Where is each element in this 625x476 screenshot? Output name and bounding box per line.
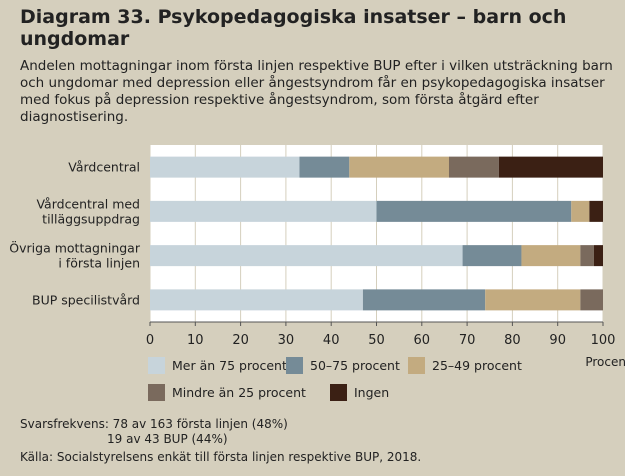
x-axis-title: Procent <box>585 355 625 369</box>
bar-segment <box>498 156 603 178</box>
x-tick-label: 60 <box>414 333 431 348</box>
legend-label: Ingen <box>354 385 389 400</box>
legend-swatch <box>148 357 165 374</box>
legend-swatch <box>408 357 425 374</box>
x-tick-label: 0 <box>146 333 154 348</box>
category-label: i första linjen <box>58 256 140 271</box>
x-tick-label: 20 <box>232 333 249 348</box>
legend-swatch <box>330 384 347 401</box>
bar-segment <box>349 156 449 178</box>
legend-label: Mindre än 25 procent <box>172 385 306 400</box>
legend-label: Mer än 75 procent <box>172 358 287 373</box>
x-tick-label: 10 <box>187 333 204 348</box>
legend-swatch <box>286 357 303 374</box>
footnote-source: Källa: Socialstyrelsens enkät till först… <box>20 450 422 464</box>
x-tick-label: 30 <box>278 333 295 348</box>
category-label: BUP specilistvård <box>32 292 140 307</box>
category-label: tilläggsuppdrag <box>42 211 140 226</box>
category-label: Vårdcentral <box>68 160 140 175</box>
bar-segment <box>150 200 377 222</box>
x-tick-label: 90 <box>549 333 566 348</box>
bar-segment <box>150 289 363 311</box>
x-tick-label: 70 <box>459 333 476 348</box>
bar-segment <box>485 289 581 311</box>
x-tick-label: 80 <box>504 333 521 348</box>
bar-segment <box>448 156 499 178</box>
bar-segment <box>589 200 603 222</box>
category-label: Övriga mottagningar <box>9 240 141 256</box>
category-label: Vårdcentral med <box>36 196 140 211</box>
bar-segment <box>571 200 590 222</box>
bar-segment <box>299 156 350 178</box>
x-tick-label: 40 <box>323 333 340 348</box>
bar-segment <box>580 245 594 267</box>
bar-segment <box>593 245 603 267</box>
bar-segment <box>580 289 603 311</box>
bar-segment <box>376 200 572 222</box>
footnote-response-rate: Svarsfrekvens: 78 av 163 första linjen (… <box>20 417 288 431</box>
legend-swatch <box>148 384 165 401</box>
chart-subtitle: Andelen mottagningar inom första linjen … <box>20 58 613 125</box>
bar-segment <box>150 245 463 267</box>
chart-title: Diagram 33. Psykopedagogiska insatser – … <box>20 6 567 50</box>
footnote-response-rate-bup: 19 av 43 BUP (44%) <box>107 432 228 446</box>
bar-segment <box>150 156 300 178</box>
x-tick-label: 100 <box>591 333 616 348</box>
bar-segment <box>521 245 581 267</box>
legend-label: 50–75 procent <box>310 358 400 373</box>
bar-segment <box>462 245 522 267</box>
legend-label: 25–49 procent <box>432 358 522 373</box>
x-tick-label: 50 <box>368 333 385 348</box>
bar-segment <box>362 289 486 311</box>
